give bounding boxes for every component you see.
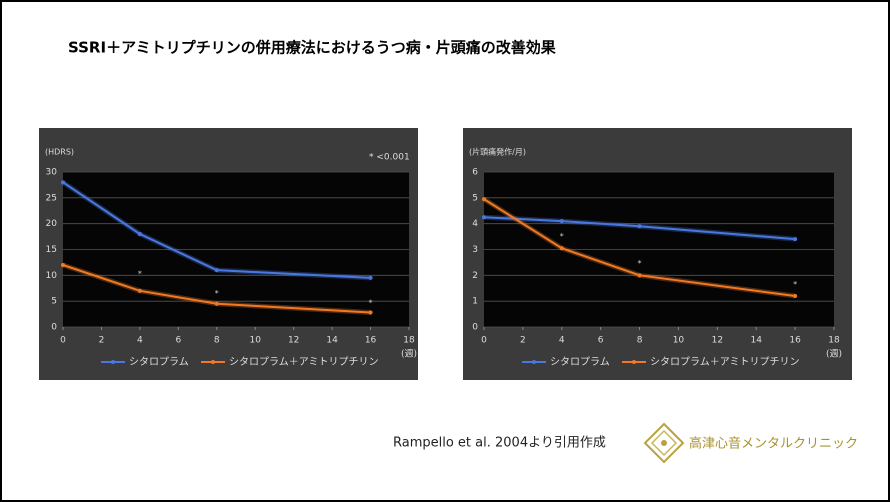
data-point: [793, 294, 798, 298]
y-tick-label: 0: [472, 323, 478, 333]
series-line: [62, 264, 371, 314]
y-tick-label: 20: [46, 219, 58, 229]
data-point: [482, 215, 486, 220]
x-tick-label: 10: [673, 336, 685, 346]
x-tick-label: 12: [712, 336, 723, 346]
x-tick-label: 14: [750, 336, 762, 346]
legend-dot: [632, 360, 636, 364]
chart-panel: 0 5 10 15 20 25 30 0 2 4 6 8 10 12 14 16 18 (HDRS) (週) * <0…: [39, 128, 418, 380]
series-line: [62, 181, 371, 279]
data-point: [637, 224, 642, 229]
significance-mark: *: [638, 259, 642, 268]
y-tick-label: 25: [46, 193, 57, 203]
x-tick-label: 10: [249, 336, 261, 346]
y-tick-label: 30: [46, 168, 58, 178]
slide-title: SSRI＋アミトリプチリンの併用療法におけるうつ病・片頭痛の改善効果: [68, 39, 557, 57]
legend-dot: [532, 360, 536, 364]
logo-text: 高津心音メンタルクリニック: [689, 436, 858, 452]
significance-mark: *: [793, 280, 797, 289]
data-point: [61, 263, 65, 267]
y-tick-label: 15: [46, 245, 57, 255]
x-tick-label: 4: [137, 336, 143, 346]
data-point: [214, 268, 219, 273]
x-tick-label: 4: [559, 336, 565, 346]
y-tick-label: 0: [51, 323, 57, 333]
data-point: [368, 275, 373, 280]
series-line: [483, 198, 796, 297]
data-point: [559, 246, 564, 251]
data-point: [559, 219, 564, 224]
y-tick-label: 4: [472, 219, 478, 229]
data-point: [368, 310, 373, 315]
x-tick-label: 0: [60, 336, 66, 346]
significance-mark: *: [138, 269, 142, 278]
series-line: [483, 216, 796, 241]
x-tick-label: 8: [214, 336, 220, 346]
x-tick-label: 2: [99, 336, 105, 346]
x-axis-label: (週): [401, 349, 417, 360]
data-point: [137, 288, 142, 293]
legend-label: シタロプラム＋アミトリプチリン: [229, 356, 379, 368]
legend-label: シタロプラム: [129, 356, 189, 368]
x-axis-label: (週): [826, 349, 842, 360]
x-tick-label: 18: [403, 336, 415, 346]
legend-dot: [111, 360, 115, 364]
y-tick-label: 3: [472, 245, 478, 255]
y-tick-label: 5: [51, 297, 57, 307]
y-axis-label: (HDRS): [45, 148, 74, 157]
data-point: [793, 237, 798, 242]
x-tick-label: 6: [598, 336, 604, 346]
y-tick-label: 5: [472, 193, 478, 203]
x-tick-label: 18: [828, 336, 840, 346]
data-point: [637, 273, 642, 278]
x-tick-label: 16: [789, 336, 801, 346]
y-tick-label: 1: [472, 297, 478, 307]
significance-mark: *: [560, 232, 564, 241]
data-point: [61, 180, 65, 185]
annotation: * <0.001: [369, 153, 410, 163]
x-tick-label: 0: [481, 336, 487, 346]
y-tick-label: 2: [472, 271, 478, 281]
significance-mark: *: [215, 289, 219, 298]
x-tick-label: 6: [175, 336, 181, 346]
logo-icon: [643, 422, 685, 464]
significance-mark: *: [369, 299, 373, 308]
legend-dot: [211, 360, 215, 364]
data-point: [482, 197, 486, 202]
legend-label: シタロプラム: [550, 356, 610, 368]
legend-label: シタロプラム＋アミトリプチリン: [650, 356, 800, 368]
x-tick-label: 16: [365, 336, 377, 346]
x-tick-label: 2: [520, 336, 526, 346]
x-tick-label: 12: [288, 336, 299, 346]
y-tick-label: 10: [46, 271, 58, 281]
y-tick-label: 6: [472, 168, 478, 178]
y-axis-label: (片頭痛発作/月): [469, 147, 526, 157]
x-tick-label: 14: [326, 336, 338, 346]
citation: Rampello et al. 2004より引用作成: [393, 436, 606, 451]
data-point: [214, 301, 219, 306]
data-point: [137, 232, 142, 236]
x-tick-label: 8: [637, 336, 643, 346]
